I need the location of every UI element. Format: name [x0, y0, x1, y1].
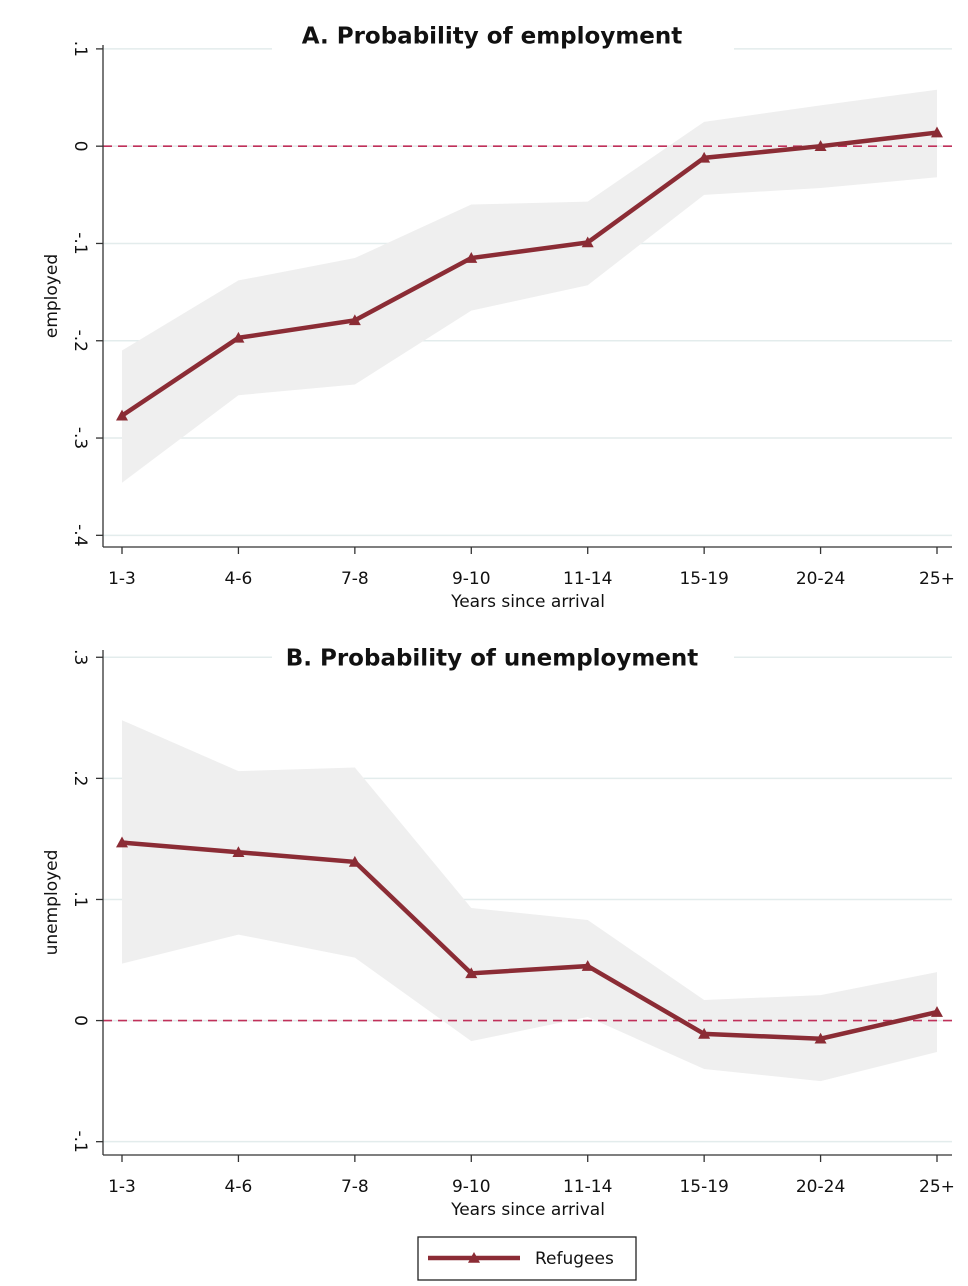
x-tick-label: 20-24 — [796, 569, 845, 589]
x-tick-label: 25+ — [919, 569, 955, 589]
legend-label: Refugees — [535, 1249, 614, 1269]
data-line — [120, 130, 938, 418]
confidence-band — [122, 89, 937, 483]
title-background — [272, 15, 734, 59]
x-tick-label: 4-6 — [225, 1177, 253, 1197]
data-point — [581, 236, 594, 248]
y-axis-label: unemployed — [42, 850, 62, 956]
y-tick-label: 0 — [70, 1015, 90, 1026]
x-tick-label: 11-14 — [563, 1177, 612, 1197]
x-axis-label: Years since arrival — [450, 1200, 605, 1220]
x-tick-label: 1-3 — [108, 1177, 136, 1197]
y-tick-label: -.1 — [70, 1130, 90, 1152]
title-background — [272, 637, 734, 681]
data-line — [121, 840, 938, 1042]
x-tick-label: 15-19 — [679, 1177, 728, 1197]
x-tick-label: 15-19 — [679, 569, 728, 589]
x-tick-label: 1-3 — [108, 569, 136, 589]
data-point — [931, 1006, 943, 1017]
y-tick-label: -.2 — [70, 330, 90, 352]
data-point — [232, 846, 245, 858]
data-point — [698, 151, 711, 163]
data-point — [698, 1027, 711, 1039]
y-axis-label: employed — [42, 254, 62, 338]
x-axis-label: Years since arrival — [450, 592, 605, 612]
x-tick-label: 4-6 — [225, 569, 253, 589]
data-point — [581, 960, 594, 971]
y-tick-label: -.1 — [70, 232, 90, 254]
y-tick-label: .1 — [70, 891, 90, 907]
data-point — [931, 126, 943, 138]
x-tick-label: 7-8 — [341, 569, 369, 589]
x-tick-label: 20-24 — [796, 1177, 845, 1197]
x-tick-label: 9-10 — [452, 569, 491, 589]
legend-marker — [468, 1252, 480, 1263]
y-tick-label: .2 — [70, 770, 90, 786]
chart-title: B. Probability of unemployment — [286, 646, 699, 672]
data-point — [348, 314, 361, 326]
chart-title: A. Probability of employment — [302, 24, 683, 50]
y-tick-label: .3 — [70, 649, 90, 665]
y-tick-label: -.3 — [70, 427, 90, 449]
data-point — [348, 855, 361, 867]
x-tick-label: 7-8 — [341, 1177, 369, 1197]
y-tick-label: 0 — [70, 141, 90, 152]
data-point — [232, 331, 245, 343]
data-point — [814, 140, 827, 151]
confidence-band — [122, 720, 937, 1082]
data-point — [814, 1032, 827, 1044]
data-point — [116, 836, 128, 848]
x-tick-label: 25+ — [919, 1177, 955, 1197]
data-point — [116, 409, 128, 421]
y-tick-label: -.4 — [70, 524, 90, 546]
x-tick-label: 11-14 — [563, 569, 612, 589]
data-point — [465, 252, 478, 263]
y-tick-label: .1 — [70, 41, 90, 57]
data-point — [465, 967, 478, 979]
x-tick-label: 9-10 — [452, 1177, 491, 1197]
